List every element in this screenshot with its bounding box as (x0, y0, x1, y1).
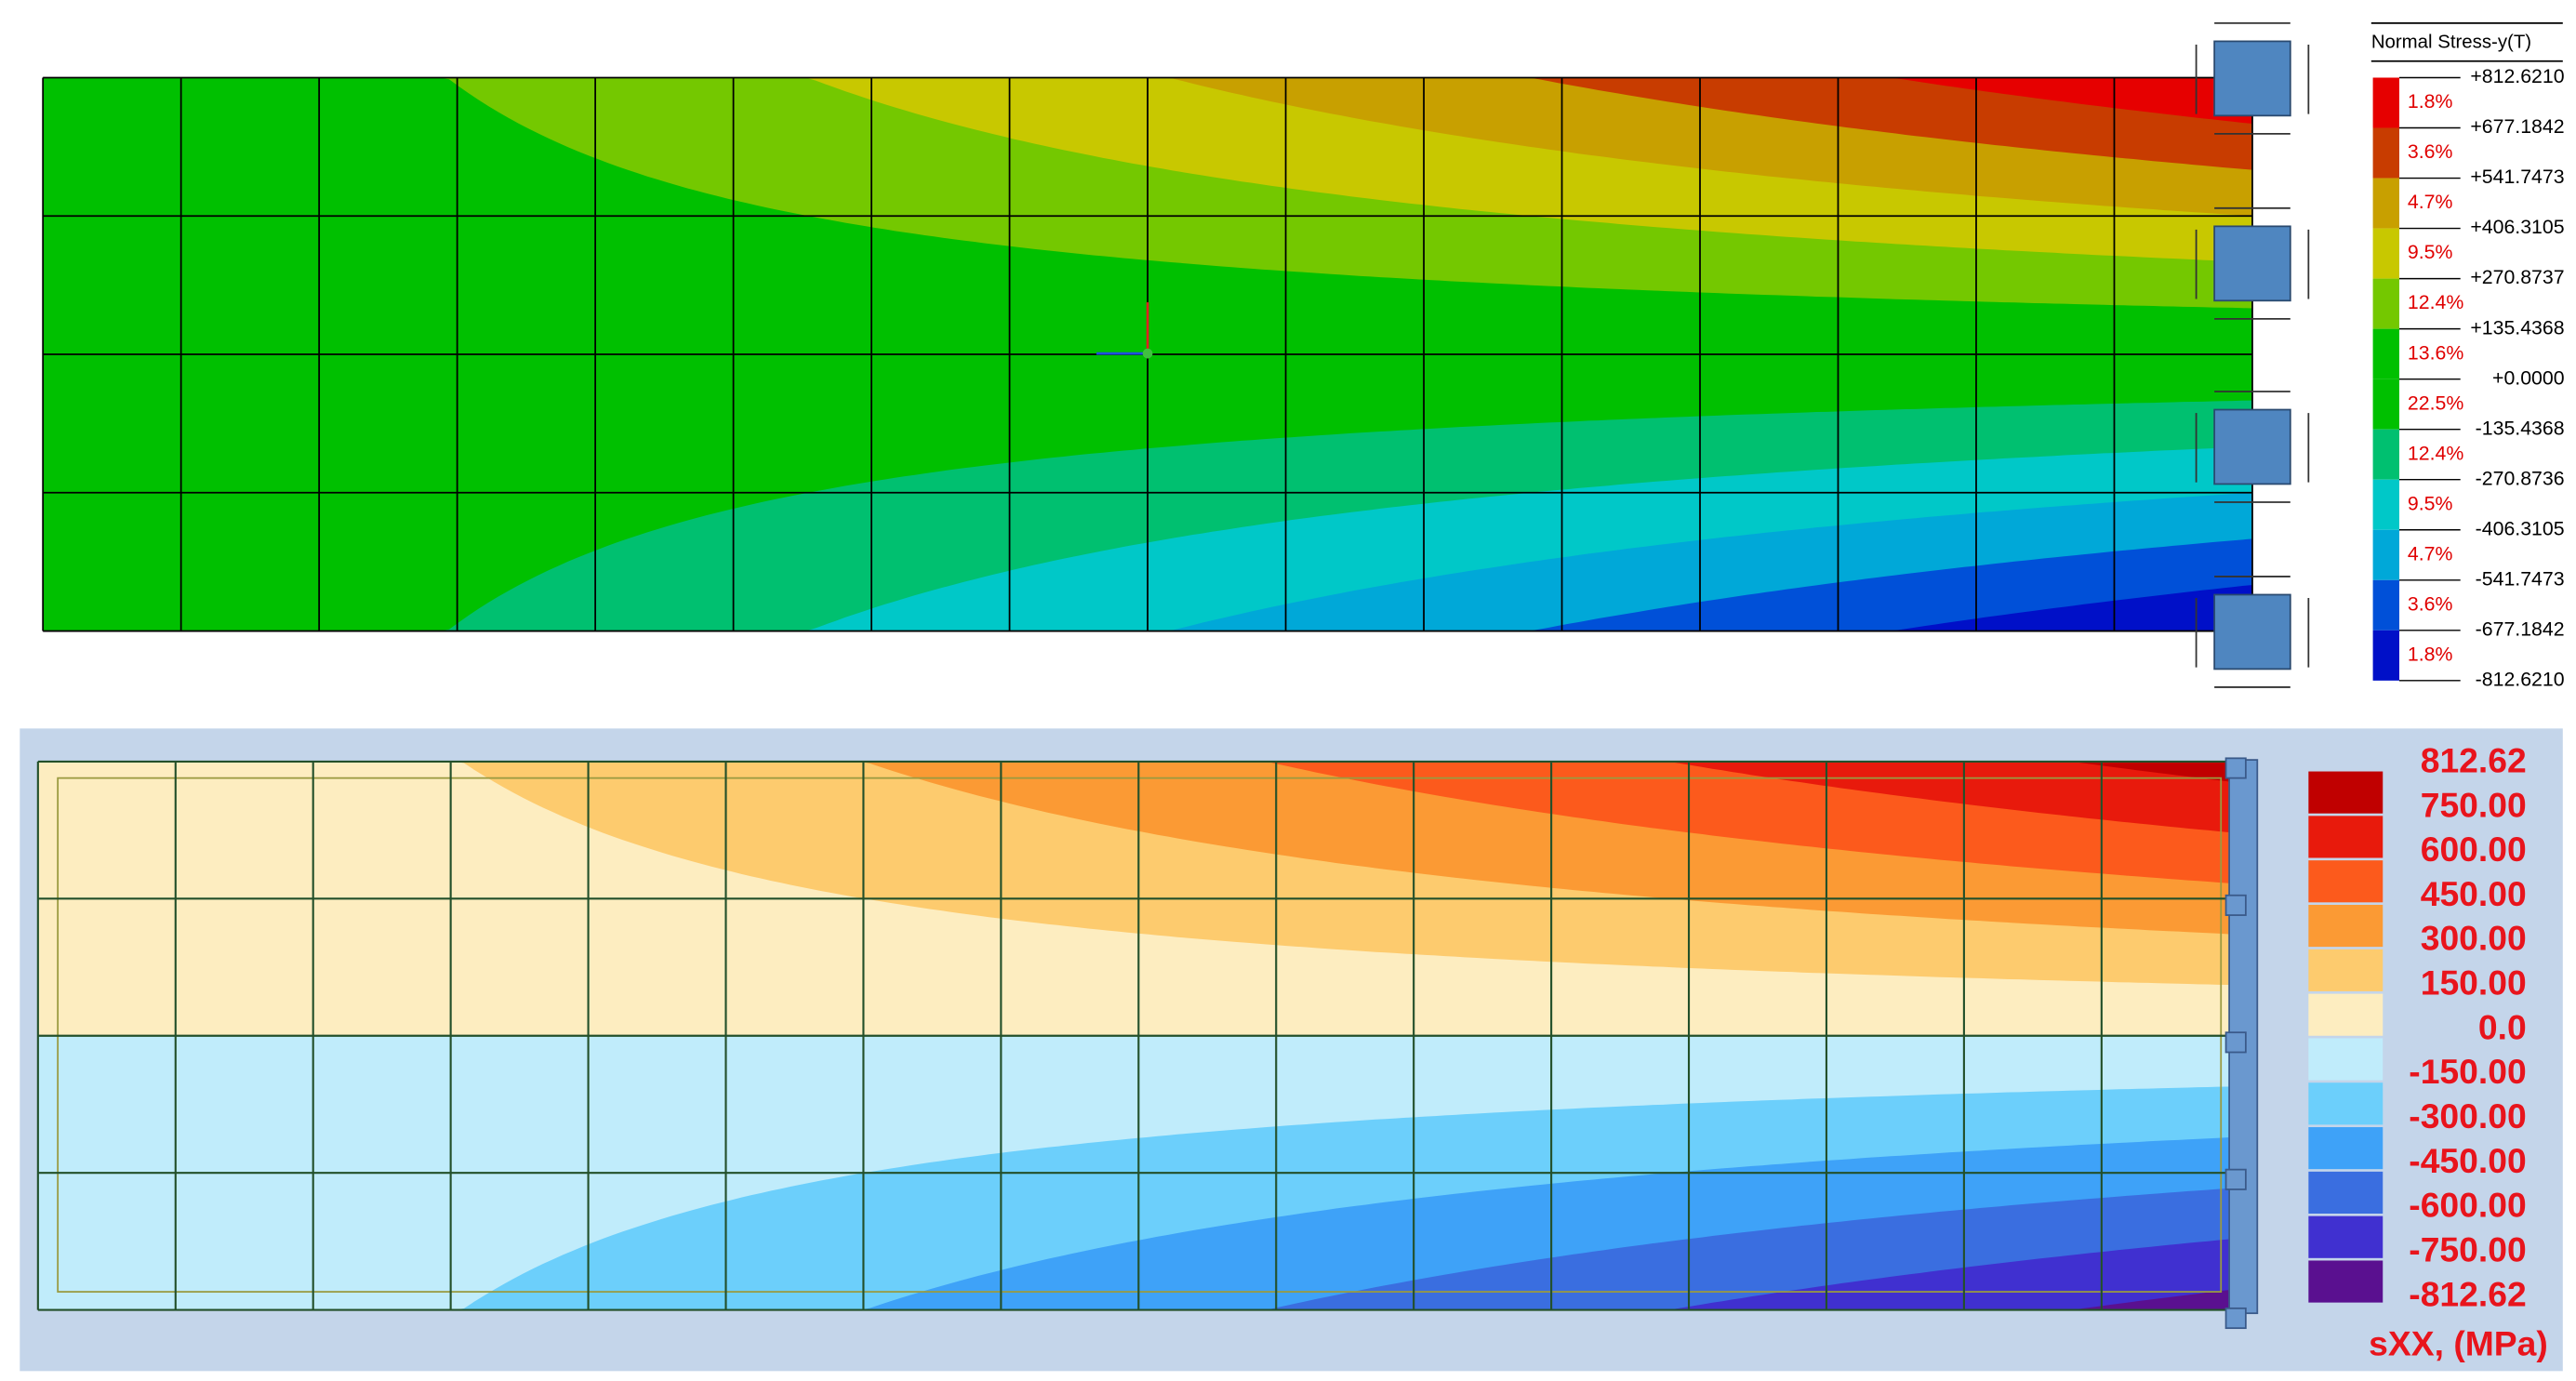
legend-swatch (2372, 429, 2400, 480)
legend-swatch (2372, 479, 2400, 530)
overlay: 1.8% 3.6% 4.7% 9.5% 12.4% 13.6% 22.5% 12.4% 9.5%… (36, 21, 2565, 1330)
bottom-legend-unit: sXX, (MPa) (2369, 1324, 2548, 1363)
legend-level: -450.00 (2409, 1141, 2526, 1180)
legend-level: -812.6210 (2476, 668, 2565, 690)
support (2213, 40, 2291, 117)
support (2213, 225, 2291, 302)
legend-percentage: 4.7% (2408, 542, 2453, 564)
legend-swatch (2308, 1038, 2383, 1081)
legend-percentage: 13.6% (2408, 341, 2463, 364)
legend-swatch (2308, 1171, 2383, 1214)
legend-level: -600.00 (2409, 1186, 2526, 1225)
legend-swatch (2308, 1127, 2383, 1170)
legend-level: -677.1842 (2476, 617, 2565, 640)
legend-swatch (2372, 178, 2400, 229)
legend-percentage: 4.7% (2408, 191, 2453, 213)
support-tab (2224, 894, 2247, 916)
legend-percentage: 12.4% (2408, 442, 2463, 464)
legend-swatch (2308, 860, 2383, 903)
legend-swatch (2308, 1215, 2383, 1258)
support-tab (2224, 757, 2247, 779)
top-legend-title: Normal Stress-y(T) (2371, 33, 2531, 53)
legend-level: +677.1842 (2470, 115, 2564, 138)
support (2213, 593, 2291, 671)
legend-level: -300.00 (2409, 1096, 2526, 1135)
legend-swatch (2308, 771, 2383, 814)
legend-swatch (2372, 77, 2400, 128)
legend-swatch (2372, 579, 2400, 631)
legend-percentage: 12.4% (2408, 291, 2463, 313)
legend-swatch (2372, 278, 2400, 329)
legend-level: 150.00 (2421, 963, 2527, 1003)
contour-band (37, 1238, 2239, 1310)
legend-level: -812.62 (2409, 1274, 2526, 1313)
legend-level: +0.0000 (2492, 366, 2565, 389)
contour-band (43, 77, 2252, 125)
legend-level: 750.00 (2421, 785, 2527, 824)
legend-level: 600.00 (2421, 830, 2527, 869)
legend-percentage: 9.5% (2408, 241, 2453, 263)
legend-level: 812.62 (2421, 740, 2527, 779)
legend-percentage: 9.5% (2408, 492, 2453, 514)
legend-swatch (2308, 949, 2383, 991)
legend-swatch (2372, 378, 2400, 430)
legend-level: +541.7473 (2470, 166, 2564, 188)
legend-percentage: 1.8% (2408, 643, 2453, 665)
legend-level: +812.6210 (2470, 65, 2564, 87)
legend-swatch (2308, 904, 2383, 948)
legend-percentage: 1.8% (2408, 90, 2453, 113)
legend-level: -150.00 (2409, 1052, 2526, 1091)
support (2213, 408, 2291, 485)
contour-band (37, 761, 2239, 833)
legend-percentage: 22.5% (2408, 392, 2463, 414)
legend-swatch (2372, 328, 2400, 379)
legend-level: -750.00 (2409, 1229, 2526, 1268)
legend-level: -406.3105 (2476, 517, 2565, 539)
support-tab (2224, 1168, 2247, 1190)
legend-swatch (2308, 993, 2383, 1036)
legend-level: +135.4368 (2470, 316, 2564, 339)
legend-level: +270.8737 (2470, 266, 2564, 288)
legend-level: -541.7473 (2476, 567, 2565, 590)
legend-swatch (2372, 529, 2400, 580)
axis-origin (1142, 348, 1153, 359)
contour-band (43, 584, 2252, 631)
legend-level: -135.4368 (2476, 417, 2565, 439)
legend-percentage: 3.6% (2408, 592, 2453, 615)
support-tab (2224, 1307, 2247, 1330)
legend-swatch (2308, 1260, 2383, 1303)
legend-swatch (2372, 228, 2400, 279)
legend-swatch (2308, 816, 2383, 858)
legend-swatch (2372, 630, 2400, 681)
legend-level: 300.00 (2421, 919, 2527, 958)
legend-swatch (2372, 127, 2400, 179)
support-tab (2224, 1031, 2247, 1054)
legend-level: 0.0 (2478, 1007, 2527, 1046)
legend-swatch (2308, 1082, 2383, 1125)
legend-level: +406.3105 (2470, 216, 2564, 238)
legend-level: 450.00 (2421, 874, 2527, 913)
legend-level: -270.8736 (2476, 467, 2565, 489)
legend-percentage: 3.6% (2408, 140, 2453, 163)
